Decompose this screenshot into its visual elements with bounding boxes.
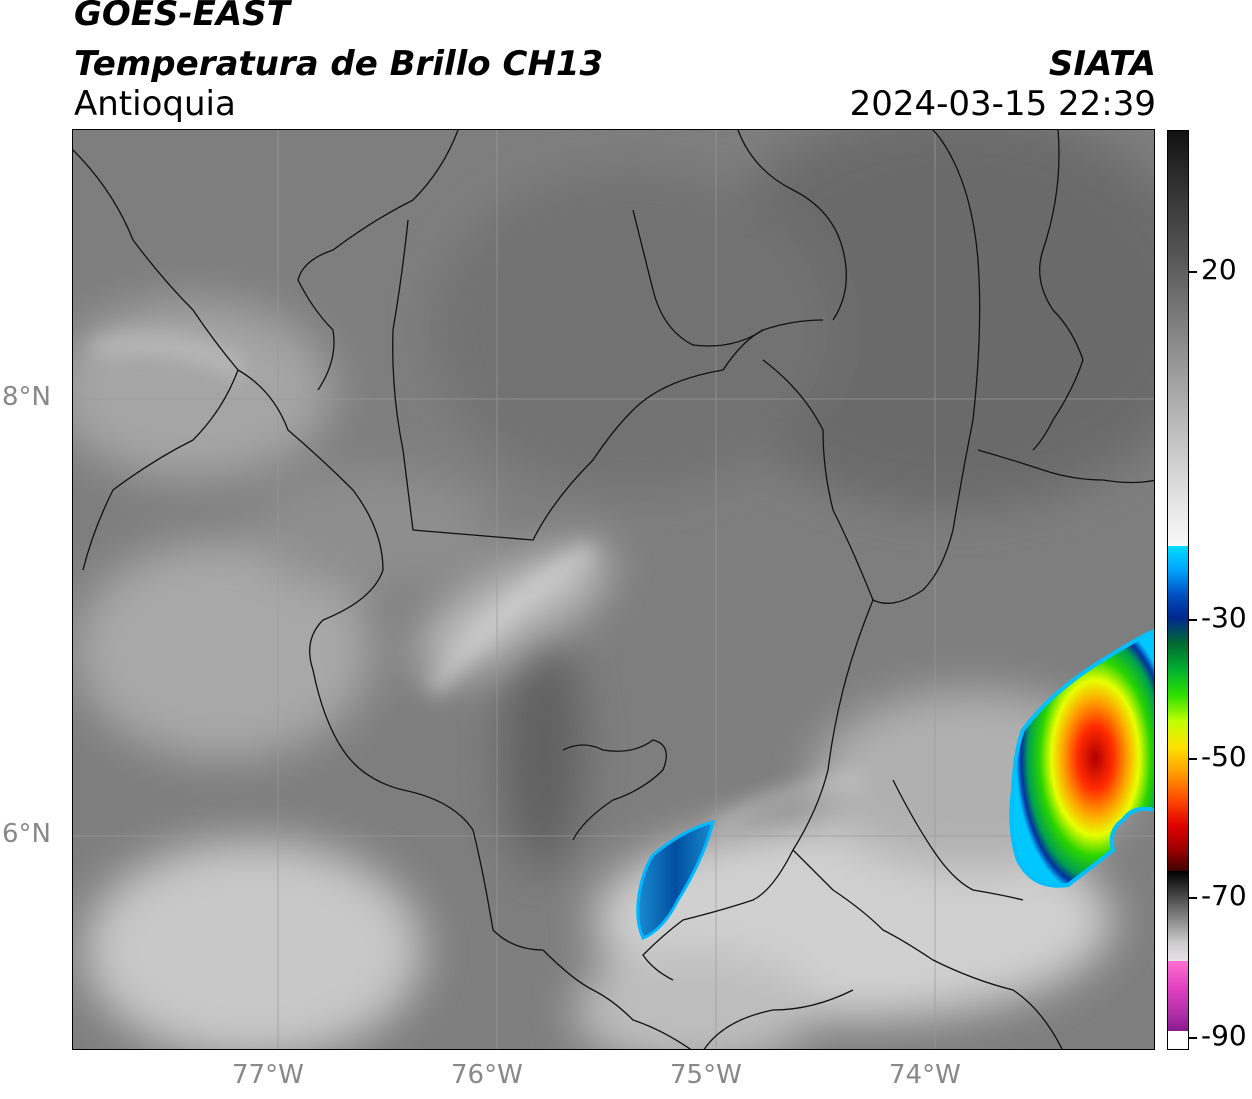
cloud-texture	[73, 130, 1154, 1049]
colorbar-gray-segment	[1168, 131, 1188, 546]
colorbar	[1167, 130, 1189, 1050]
lon-tick-label: 76°W	[451, 1060, 523, 1090]
colorbar-magenta-segment	[1168, 961, 1188, 1031]
colorbar-tick	[1189, 271, 1197, 273]
satellite-map[interactable]	[72, 129, 1155, 1050]
convective-cell-blue	[636, 819, 716, 940]
colorbar-tick	[1189, 758, 1197, 760]
colorbar-tick-label: 20	[1201, 253, 1237, 286]
borders	[73, 130, 1154, 1049]
region-label: Antioquia	[74, 84, 236, 124]
lon-tick-label: 74°W	[889, 1060, 961, 1090]
colorbar-tick-label: -70	[1201, 879, 1247, 912]
colorbar-tick-label: -30	[1201, 601, 1247, 634]
convective-storm	[1009, 628, 1154, 888]
lat-tick-label: 6°N	[2, 819, 51, 849]
colorbar-white-segment	[1168, 1031, 1188, 1049]
lon-tick-label: 75°W	[670, 1060, 742, 1090]
colorbar-tick	[1189, 897, 1197, 899]
satellite-title: GOES-EAST	[74, 0, 290, 34]
lon-tick-label: 77°W	[232, 1060, 304, 1090]
colorbar-tick-label: -50	[1201, 740, 1247, 773]
map-canvas	[73, 130, 1154, 1049]
lat-tick-label: 8°N	[2, 382, 51, 412]
product-title: Temperatura de Brillo CH13	[74, 44, 604, 84]
colorbar-tick	[1189, 619, 1197, 621]
organization-label: SIATA	[1048, 44, 1156, 84]
cloud-streaks	[90, 333, 864, 835]
colorbar-color-segment	[1168, 546, 1188, 871]
datetime-label: 2024-03-15 22:39	[849, 84, 1156, 124]
colorbar-tick	[1189, 1037, 1197, 1039]
colorbar-dark-segment	[1168, 871, 1188, 961]
colorbar-tick-label: -90	[1201, 1019, 1247, 1052]
